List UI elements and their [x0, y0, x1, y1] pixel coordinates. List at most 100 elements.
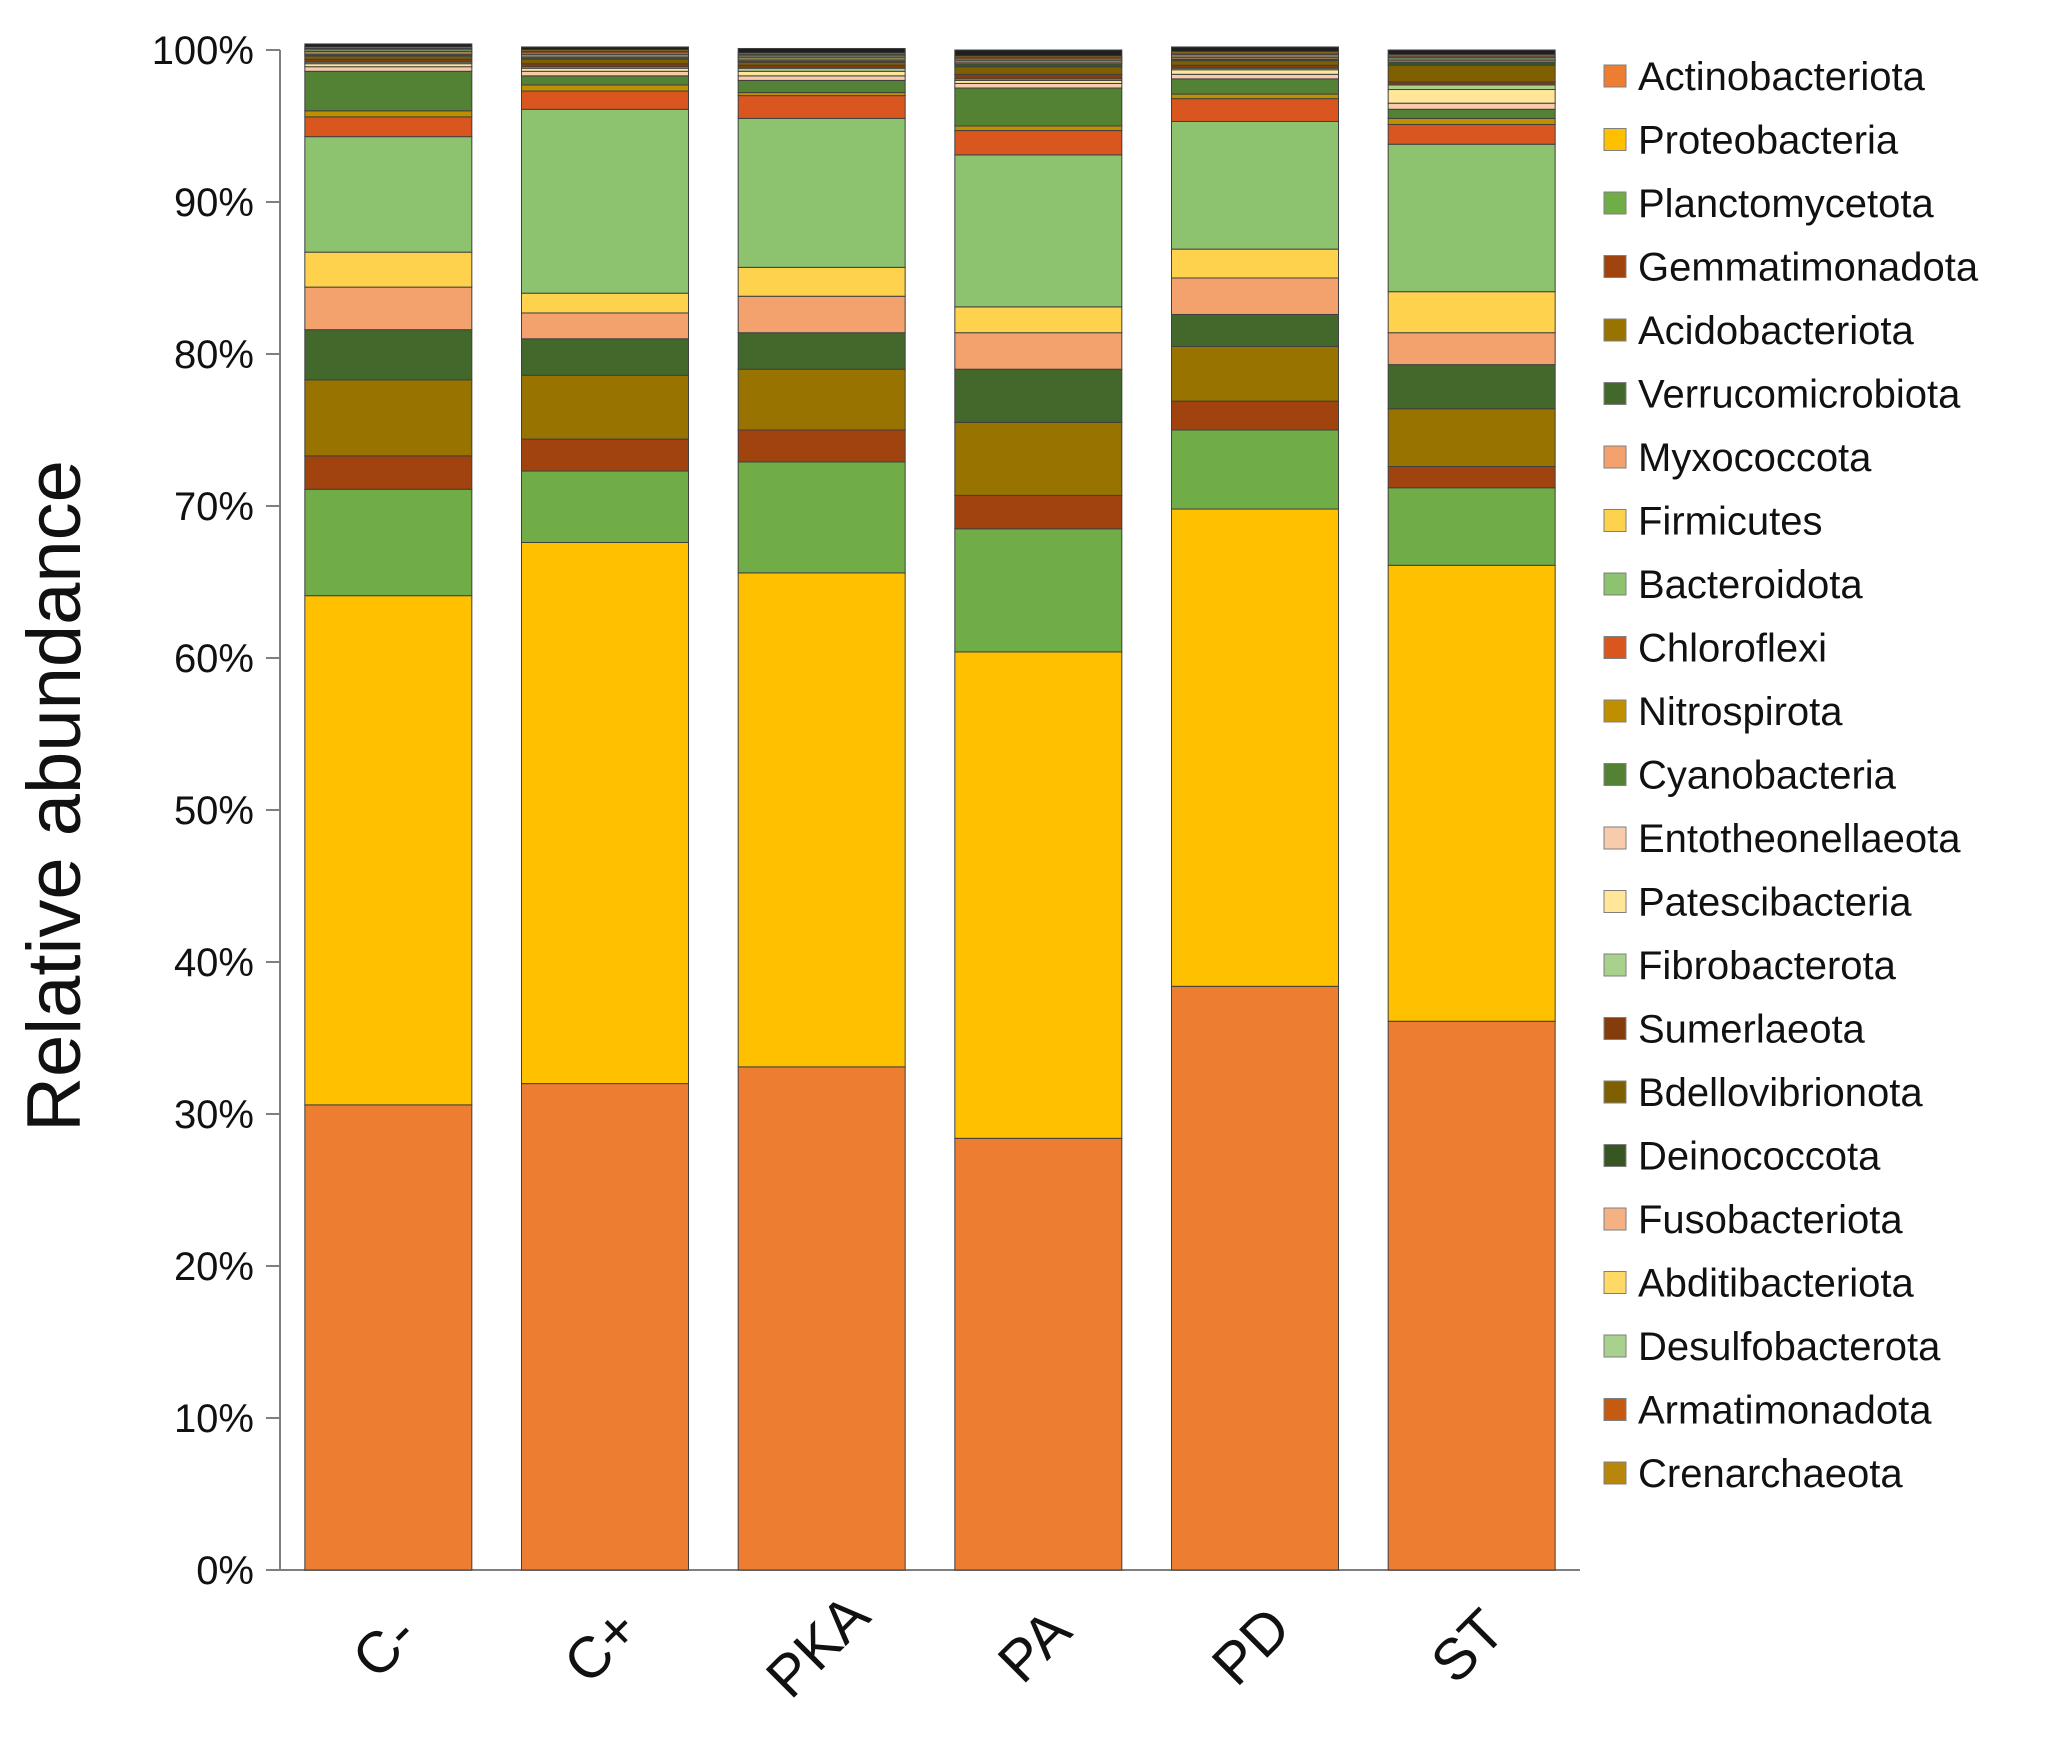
legend-swatch — [1604, 827, 1626, 849]
bar-segment — [1388, 488, 1555, 566]
bar-segment — [305, 111, 472, 117]
legend-label: Firmicutes — [1638, 500, 1822, 544]
bar-segment — [955, 529, 1122, 652]
legend-swatch — [1604, 1145, 1626, 1167]
bar-segment — [522, 76, 689, 85]
x-tick-label: PKA — [754, 1582, 882, 1710]
bar-segment — [1388, 292, 1555, 333]
bar-segment — [522, 91, 689, 109]
legend-label: Fibrobacterota — [1638, 944, 1897, 988]
y-tick-label: 20% — [174, 1245, 254, 1289]
bar-segment — [1388, 409, 1555, 467]
bar-segment — [305, 71, 472, 111]
legend-label: Myxococcota — [1638, 436, 1872, 480]
bar-segment — [955, 83, 1122, 88]
bar-segment — [1172, 249, 1339, 278]
legend: ActinobacteriotaProteobacteriaPlanctomyc… — [1604, 55, 1979, 1496]
legend-label: Patescibacteria — [1638, 881, 1912, 925]
legend-label: Actinobacteriota — [1638, 55, 1926, 99]
bar-segment — [955, 50, 1122, 56]
bar-segment — [955, 126, 1122, 131]
bar-segment — [305, 380, 472, 456]
legend-label: Bacteroidota — [1638, 563, 1863, 607]
legend-swatch — [1604, 1462, 1626, 1484]
bar-segment — [1172, 346, 1339, 401]
bar-segment — [522, 1084, 689, 1570]
bar-segment — [955, 1138, 1122, 1570]
legend-swatch — [1604, 1272, 1626, 1294]
bar-segment — [1388, 466, 1555, 487]
bar-segment — [738, 48, 905, 53]
y-tick-label: 100% — [152, 29, 254, 73]
bar-segment — [522, 85, 689, 91]
bars — [305, 44, 1555, 1570]
legend-label: Bdellovibrionota — [1638, 1071, 1923, 1115]
y-tick-label: 10% — [174, 1397, 254, 1441]
y-tick-label: 40% — [174, 941, 254, 985]
x-tick-labels: C-C+PKAPAPDST — [340, 1582, 1517, 1710]
bar-segment — [1388, 109, 1555, 118]
bar-segment — [955, 422, 1122, 495]
bar-segment — [955, 652, 1122, 1138]
bar-segment — [738, 71, 905, 76]
legend-swatch — [1604, 954, 1626, 976]
bar-segment — [738, 118, 905, 267]
bar-segment — [1388, 124, 1555, 144]
bar-segment — [522, 293, 689, 313]
y-axis-title: Relative abundance — [12, 460, 97, 1132]
legend-swatch — [1604, 637, 1626, 659]
bar-segment — [955, 88, 1122, 126]
x-tick-label: ST — [1419, 1597, 1517, 1695]
bar-segment — [955, 74, 1122, 79]
legend-label: Acidobacteriota — [1638, 309, 1914, 353]
bar-segment — [1388, 333, 1555, 365]
legend-label: Nitrospirota — [1638, 690, 1843, 734]
bar-segment — [522, 339, 689, 375]
bar-segment — [305, 252, 472, 287]
bar-segment — [955, 155, 1122, 307]
legend-label: Desulfobacterota — [1638, 1325, 1941, 1369]
bar-segment — [1172, 79, 1339, 94]
bar-segment — [1388, 118, 1555, 124]
y-tick-label: 0% — [196, 1549, 254, 1593]
bar-segment — [1172, 986, 1339, 1570]
x-tick-label: PA — [986, 1597, 1084, 1695]
legend-swatch — [1604, 891, 1626, 913]
bar-segment — [738, 96, 905, 119]
bar-segment — [305, 287, 472, 330]
bar-segment — [305, 330, 472, 380]
bar-segment — [1172, 94, 1339, 99]
legend-label: Planctomycetota — [1638, 182, 1934, 226]
bar-segment — [1172, 74, 1339, 79]
bar-segment — [1388, 1021, 1555, 1570]
bar-segment — [1172, 509, 1339, 986]
legend-label: Gemmatimonadota — [1638, 246, 1979, 290]
legend-swatch — [1604, 446, 1626, 468]
y-tick-label: 90% — [174, 181, 254, 225]
bar-segment — [1172, 278, 1339, 314]
bar-segment — [522, 59, 689, 64]
bar-segment — [522, 47, 689, 50]
legend-label: Entotheonellaeota — [1638, 817, 1961, 861]
y-tick-label: 30% — [174, 1093, 254, 1137]
bar-segment — [955, 67, 1122, 75]
legend-swatch — [1604, 1399, 1626, 1421]
bar-segment — [522, 71, 689, 76]
bar-segment — [522, 471, 689, 542]
legend-swatch — [1604, 129, 1626, 151]
legend-label: Verrucomicrobiota — [1638, 373, 1961, 417]
bar-segment — [522, 109, 689, 293]
legend-swatch — [1604, 1208, 1626, 1230]
legend-label: Deinococcota — [1638, 1135, 1881, 1179]
bar-segment — [955, 131, 1122, 155]
legend-label: Armatimonadota — [1638, 1389, 1932, 1433]
bar-segment — [738, 333, 905, 369]
legend-swatch — [1604, 1335, 1626, 1357]
legend-swatch — [1604, 65, 1626, 87]
bar-segment — [1172, 47, 1339, 52]
bar-segment — [1388, 65, 1555, 82]
bar-segment — [1388, 144, 1555, 291]
bar-segment — [305, 117, 472, 137]
bar-segment — [522, 313, 689, 339]
legend-swatch — [1604, 383, 1626, 405]
